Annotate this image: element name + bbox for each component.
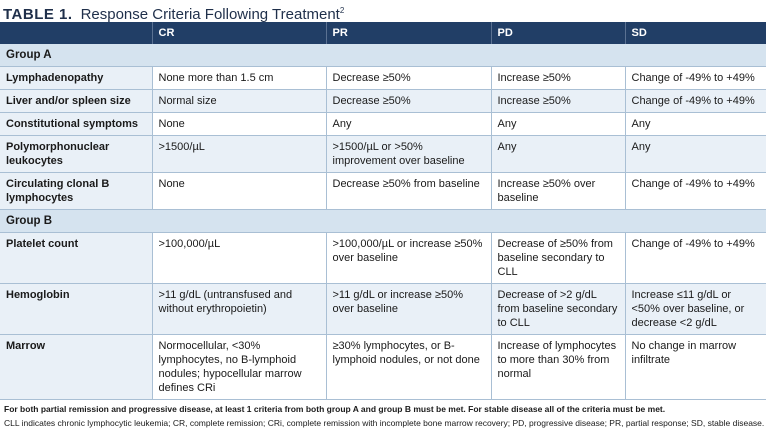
cell-pd: Increase ≥50% xyxy=(491,66,626,90)
header-cr: CR xyxy=(152,22,327,44)
cell-cr: Normocellular, <30% lymphocytes, no B-ly… xyxy=(152,334,327,400)
table-row: Circulating clonal B lymphocytes None De… xyxy=(0,172,766,210)
group-b-header: Group B xyxy=(0,209,766,233)
row-criterion: Hemoglobin xyxy=(0,283,153,335)
cell-pr: Decrease ≥50% xyxy=(326,66,492,90)
cell-sd: Change of -49% to +49% xyxy=(625,66,766,90)
group-label: Group B xyxy=(0,209,766,233)
cell-pd: Increase of lymphocytes to more than 30%… xyxy=(491,334,626,400)
cell-cr: >100,000/µL xyxy=(152,232,327,284)
cell-pd: Decrease of ≥50% from baseline secondary… xyxy=(491,232,626,284)
table-row: Marrow Normocellular, <30% lymphocytes, … xyxy=(0,334,766,400)
cell-sd: Any xyxy=(625,135,766,173)
footnote-abbreviations: CLL indicates chronic lymphocytic leukem… xyxy=(4,418,764,428)
row-criterion: Lymphadenopathy xyxy=(0,66,153,90)
cell-cr: None xyxy=(152,172,327,210)
cell-cr: >11 g/dL (untransfused and without eryth… xyxy=(152,283,327,335)
cell-pd: Any xyxy=(491,135,626,173)
cell-sd: Change of -49% to +49% xyxy=(625,172,766,210)
cell-sd: Any xyxy=(625,112,766,136)
table-row: Liver and/or spleen size Normal size Dec… xyxy=(0,89,766,113)
header-pr: PR xyxy=(326,22,492,44)
cell-cr: Normal size xyxy=(152,89,327,113)
table-row: Polymorphonuclear leukocytes >1500/µL >1… xyxy=(0,135,766,173)
row-criterion: Liver and/or spleen size xyxy=(0,89,153,113)
cell-pr: >1500/µL or >50% improvement over baseli… xyxy=(326,135,492,173)
footnote-criteria-rule: For both partial remission and progressi… xyxy=(4,404,666,414)
cell-cr: >1500/µL xyxy=(152,135,327,173)
row-criterion: Marrow xyxy=(0,334,153,400)
row-criterion: Circulating clonal B lymphocytes xyxy=(0,172,153,210)
group-label: Group A xyxy=(0,44,766,67)
cell-pd: Increase ≥50% over baseline xyxy=(491,172,626,210)
cell-cr: None more than 1.5 cm xyxy=(152,66,327,90)
group-a-header: Group A xyxy=(0,44,766,67)
header-sd: SD xyxy=(631,27,647,39)
row-criterion: Platelet count xyxy=(0,232,153,284)
cell-pr: >100,000/µL or increase ≥50% over baseli… xyxy=(326,232,492,284)
table-row: Hemoglobin >11 g/dL (untransfused and wi… xyxy=(0,283,766,335)
cell-pr: Decrease ≥50% xyxy=(326,89,492,113)
cell-pd: Any xyxy=(491,112,626,136)
table-row: Constitutional symptoms None Any Any Any xyxy=(0,112,766,136)
header-row: CR PR PD SD xyxy=(0,22,766,44)
table-number: TABLE 1. xyxy=(3,6,73,23)
cell-sd: Increase ≤11 g/dL or <50% over baseline,… xyxy=(625,283,766,335)
cell-cr: None xyxy=(152,112,327,136)
table-caption: Response Criteria Following Treatment2 xyxy=(81,0,345,26)
row-criterion: Constitutional symptoms xyxy=(0,112,153,136)
cell-sd: No change in marrow infiltrate xyxy=(625,334,766,400)
cell-pd: Increase ≥50% xyxy=(491,89,626,113)
cell-pr: Any xyxy=(326,112,492,136)
cell-pd: Decrease of >2 g/dL from baseline second… xyxy=(491,283,626,335)
table-title: TABLE 1. Response Criteria Following Tre… xyxy=(3,0,763,23)
response-criteria-table: CR PR PD SD Group A Lymphadenopathy None… xyxy=(0,22,766,400)
cell-sd: Change of -49% to +49% xyxy=(625,89,766,113)
cell-pr: Decrease ≥50% from baseline xyxy=(326,172,492,210)
caption-text: Response Criteria Following Treatment xyxy=(80,6,340,23)
cell-sd: Change of -49% to +49% xyxy=(625,232,766,284)
table-row: Lymphadenopathy None more than 1.5 cm De… xyxy=(0,66,766,90)
header-criterion xyxy=(0,22,153,44)
cell-pr: >11 g/dL or increase ≥50% over baseline xyxy=(326,283,492,335)
reference-superscript: 2 xyxy=(339,6,345,15)
table-row: Platelet count >100,000/µL >100,000/µL o… xyxy=(0,232,766,284)
cell-pr: ≥30% lymphocytes, or B-lymphoid nodules,… xyxy=(326,334,492,400)
row-criterion: Polymorphonuclear leukocytes xyxy=(0,135,153,173)
header-pd: PD xyxy=(491,22,626,44)
